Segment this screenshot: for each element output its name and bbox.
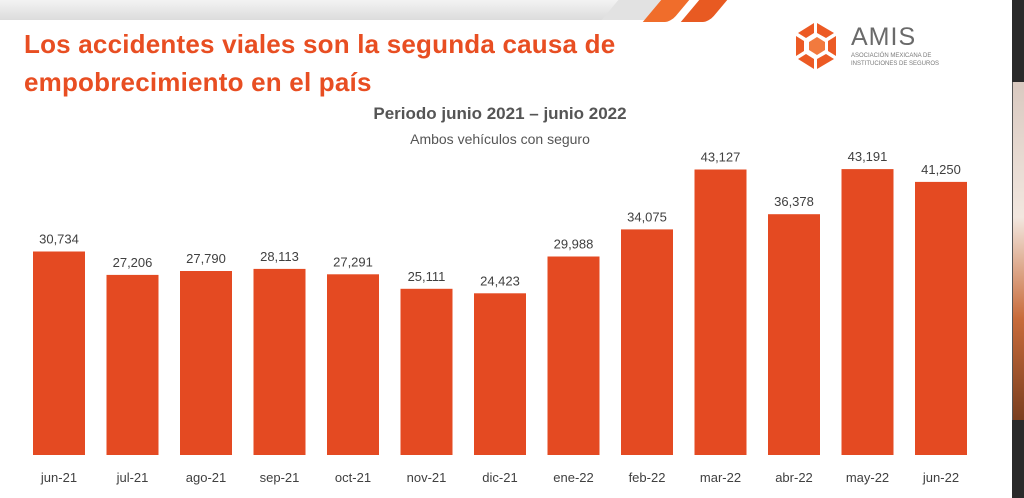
bar-dic-21 (474, 293, 526, 455)
data-label: 34,075 (627, 209, 667, 224)
top-banner-strip (0, 0, 640, 20)
chart-title: Periodo junio 2021 – junio 2022 (373, 104, 627, 123)
data-label: 30,734 (39, 232, 79, 247)
x-tick-label: mar-22 (700, 470, 741, 485)
data-label: 43,191 (848, 149, 888, 164)
x-tick-label: dic-21 (482, 470, 517, 485)
x-tick-label: may-22 (846, 470, 889, 485)
x-tick-label: sep-21 (260, 470, 300, 485)
data-label: 27,790 (186, 251, 226, 266)
data-label: 43,127 (701, 150, 741, 165)
logo-name: AMIS (851, 23, 917, 51)
amis-logo-icon (796, 23, 836, 69)
slide-title: Los accidentes viales son la segunda cau… (24, 29, 616, 97)
bar-may-22 (841, 169, 894, 455)
x-tick-label: oct-21 (335, 470, 371, 485)
bar-jul-21 (106, 274, 159, 455)
x-tick-label: jun-21 (40, 470, 77, 485)
bar-jun-21 (33, 251, 85, 455)
bar-mar-22 (694, 169, 747, 455)
bar-jun-22 (915, 181, 967, 455)
x-tick-label: ene-22 (553, 470, 593, 485)
data-label: 36,378 (774, 194, 814, 209)
x-tick-label: nov-21 (407, 470, 447, 485)
data-label: 41,250 (921, 162, 961, 177)
bar-nov-21 (400, 288, 453, 455)
x-tick-label: feb-22 (629, 470, 666, 485)
webcam-thumbnail (1012, 82, 1024, 420)
x-tick-label: ago-21 (186, 470, 226, 485)
bar-abr-22 (768, 214, 820, 455)
x-tick-label: jun-22 (922, 470, 959, 485)
logo-subtitle: Asociación Mexicana de Instituciones de … (851, 53, 940, 67)
x-tick-label: abr-22 (775, 470, 813, 485)
data-label: 25,111 (408, 269, 446, 284)
data-label: 29,988 (554, 237, 594, 252)
data-label: 28,113 (260, 249, 299, 264)
data-label: 27,291 (333, 254, 373, 269)
data-label: 27,206 (113, 255, 153, 270)
bar-ene-22 (547, 256, 600, 455)
data-label: 24,423 (480, 273, 520, 288)
x-tick-label: jul-21 (116, 470, 149, 485)
bar-ago-21 (180, 271, 232, 455)
bar-feb-22 (621, 229, 673, 455)
bar-oct-21 (327, 274, 379, 455)
bar-sep-21 (253, 268, 306, 455)
chart-subtitle: Ambos vehículos con seguro (410, 131, 590, 147)
